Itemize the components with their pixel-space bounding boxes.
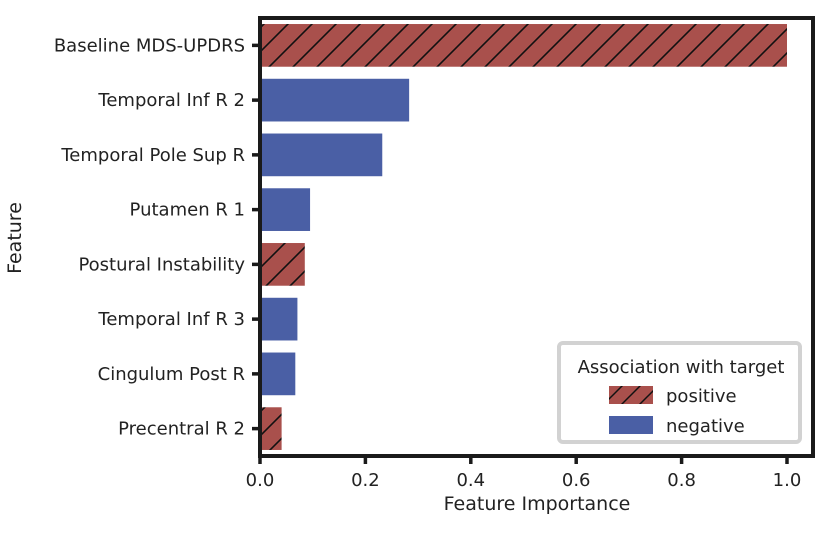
y-tick-label: Precentral R 2	[118, 419, 245, 440]
bar-putamen-r-1	[260, 188, 311, 231]
x-axis-label: Feature Importance	[444, 493, 631, 515]
bar-precentral-r-2	[260, 407, 282, 450]
bar-temporal-inf-r-3	[260, 297, 298, 341]
y-tick-label: Putamen R 1	[130, 200, 245, 221]
legend-swatch-negative	[609, 416, 653, 434]
y-tick-label: Temporal Pole Sup R	[60, 145, 245, 166]
bar-temporal-inf-r-2	[260, 78, 410, 122]
legend-label-negative: negative	[666, 416, 745, 437]
x-tick-label: 0.2	[351, 470, 380, 491]
bar-cingulum-post-r	[260, 352, 296, 396]
legend-label-positive: positive	[666, 386, 737, 407]
y-axis-label: Feature	[4, 202, 26, 274]
bar-temporal-pole-sup-r	[260, 133, 383, 177]
legend-title: Association with target	[578, 357, 785, 378]
bar-baseline-mds-updrs	[260, 24, 787, 67]
plot-frame	[258, 16, 815, 458]
x-tick-label: 0.0	[246, 470, 275, 491]
x-tick-label: 0.4	[456, 470, 485, 491]
y-tick-label: Temporal Inf R 3	[97, 309, 245, 330]
y-tick-label: Cingulum Post R	[98, 364, 245, 385]
x-axis: 0.0 0.2 0.4 0.6 0.8 1.0	[246, 456, 802, 491]
x-tick-label: 0.8	[667, 470, 696, 491]
bars-layer	[260, 24, 787, 450]
x-tick-label: 0.6	[562, 470, 591, 491]
bar-postural-instability	[260, 243, 305, 286]
x-tick-label: 1.0	[773, 470, 802, 491]
y-axis: Baseline MDS-UPDRS Temporal Inf R 2 Tempor…	[54, 35, 260, 440]
y-tick-label: Temporal Inf R 2	[97, 90, 245, 111]
y-tick-label: Postural Instability	[78, 254, 245, 275]
legend: Association with target positive negativ…	[557, 341, 802, 444]
legend-swatch-positive	[609, 386, 653, 404]
y-tick-label: Baseline MDS-UPDRS	[54, 35, 245, 56]
